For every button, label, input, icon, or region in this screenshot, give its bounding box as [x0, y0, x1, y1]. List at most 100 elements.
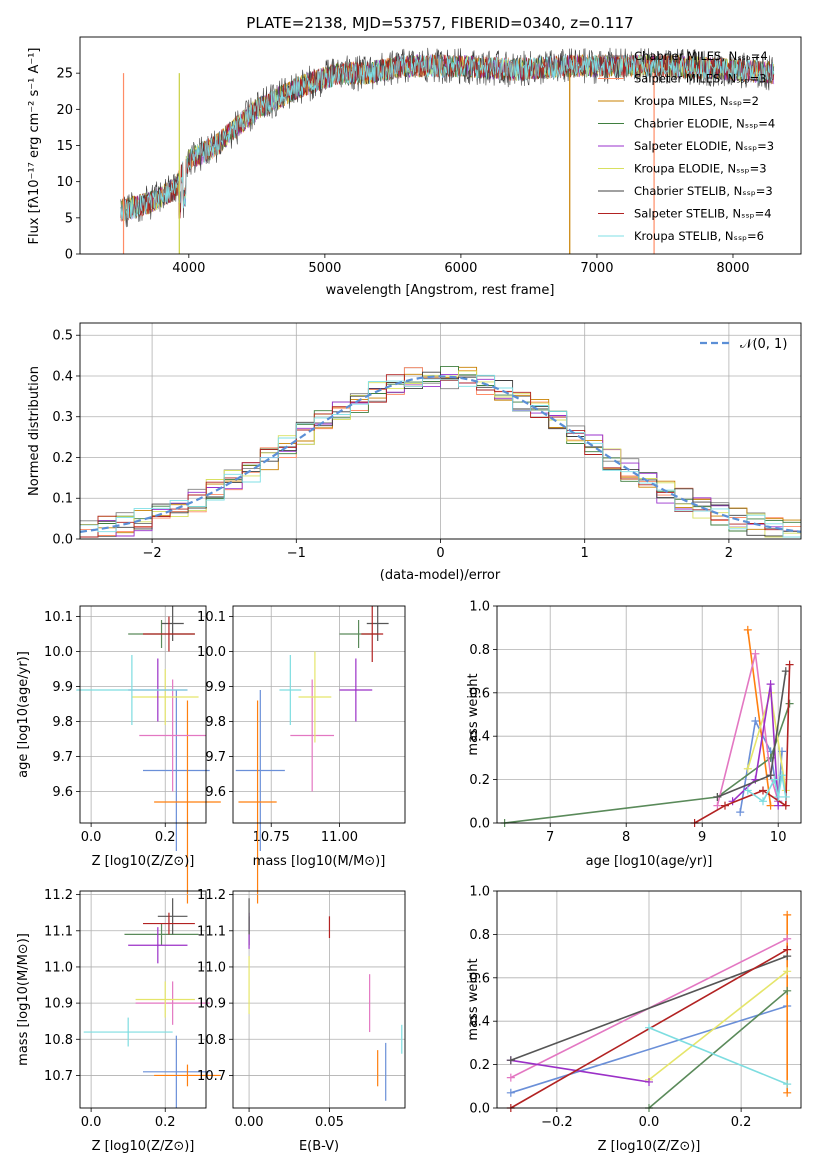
x-tick-label: 0	[436, 546, 444, 561]
weight-marker	[645, 1023, 653, 1032]
y-tick-label: 9.8	[52, 715, 73, 730]
weight-marker	[783, 967, 792, 976]
legend-label: Salpeter MILES, Nₛₛₚ=3	[634, 72, 767, 86]
y-tick-label: 9.9	[52, 680, 73, 695]
y-tick-label: 9.9	[205, 680, 226, 695]
weight-marker	[783, 910, 792, 919]
x-axis-label: mass [log10(M/M⊙)]	[253, 854, 386, 869]
y-tick-label: 0.3	[52, 410, 73, 425]
y-tick-label: 0.2	[469, 1058, 490, 1073]
x-tick-label: 0.0	[81, 830, 102, 845]
legend-label: 𝒩(0, 1)	[740, 337, 787, 352]
x-tick-label: 0.0	[81, 1115, 102, 1130]
weight-series-2	[504, 703, 791, 824]
legend-label: Chabrier ELODIE, Nₛₛₚ=4	[634, 117, 775, 131]
weight-marker	[783, 934, 792, 943]
y-tick-label: 10.9	[197, 997, 226, 1012]
x-tick-label: 4000	[172, 261, 205, 276]
x-tick-label: 0.2	[731, 1115, 752, 1130]
y-tick-label: 11.0	[197, 960, 226, 975]
weight-marker	[751, 717, 760, 726]
weight-series-5	[510, 1059, 650, 1083]
legend-label: Kroupa MILES, Nₛₛₚ=2	[634, 94, 759, 108]
y-tick-label: 0.4	[469, 1015, 490, 1030]
weight-marker	[713, 801, 722, 810]
weight-marker	[778, 771, 786, 780]
weight-marker	[506, 1073, 515, 1082]
mass-vs-ebv-panel: 0.00 0.05 10.7 10.8 10.9 11.0 11.1 11.2 E(B-V)	[197, 888, 406, 1154]
x-axis-label: (data-model)/error	[380, 568, 501, 583]
spectrum-series-6	[120, 47, 775, 228]
y-tick-label: 0.0	[469, 1102, 490, 1117]
x-tick-label: 0.2	[155, 830, 176, 845]
weight-series-4	[648, 970, 788, 1081]
weight-series-3	[716, 653, 779, 806]
spectra	[120, 47, 775, 254]
weight-marker	[781, 792, 790, 801]
weight-marker	[743, 764, 752, 773]
weight-marker	[766, 771, 775, 780]
axes-frame	[496, 890, 802, 1109]
y-tick-label: 10.7	[44, 1069, 73, 1084]
y-tick-label: 11.2	[197, 888, 226, 903]
y-tick-label: 1.0	[469, 600, 490, 615]
y-axis-label: mass weight	[466, 673, 481, 755]
x-tick-label: 11.00	[321, 830, 358, 845]
x-axis-label: Z [log10(Z/Z⊙)]	[598, 1139, 701, 1154]
y-tick-label: 0.1	[52, 492, 73, 507]
weight-marker	[783, 945, 792, 954]
axes-frame	[232, 605, 406, 824]
legend-label: Chabrier MILES, Nₛₛₚ=4	[634, 49, 768, 63]
x-tick-label: 7000	[580, 261, 613, 276]
weight-marker	[783, 1088, 792, 1097]
axes-frame	[79, 890, 207, 1109]
axes-frame	[79, 36, 802, 255]
y-tick-label: 10.0	[197, 645, 226, 660]
x-axis-label: wavelength [Angstrom, rest frame]	[326, 283, 555, 298]
x-tick-label: −1	[287, 546, 306, 561]
y-axis-label: Flux [fλ10⁻¹⁷ erg cm⁻² s⁻¹ A⁻¹]	[27, 48, 42, 245]
weight-marker	[751, 649, 760, 658]
y-tick-label: 10.1	[197, 610, 226, 625]
weight-marker	[743, 625, 752, 634]
weight-marker	[645, 1077, 653, 1086]
y-tick-label: 10.1	[44, 610, 73, 625]
y-tick-label: 10	[56, 175, 73, 190]
y-axis-label: age [log10(age/yr)]	[16, 651, 31, 778]
legend-label: Salpeter STELIB, Nₛₛₚ=4	[634, 207, 772, 221]
weight-series-6	[510, 955, 788, 1062]
weight-series-8	[648, 1026, 788, 1085]
x-tick-label: 0.0	[639, 1115, 660, 1130]
weight-marker	[743, 786, 752, 795]
y-tick-label: 10.9	[44, 997, 73, 1012]
weight-series-8	[747, 775, 787, 803]
y-tick-label: 10.8	[197, 1033, 226, 1048]
weight-marker	[506, 1088, 515, 1097]
y-axis-label: mass [log10(M/M⊙)]	[16, 933, 31, 1066]
y-tick-label: 0.5	[52, 329, 73, 344]
legend-label: Kroupa ELODIE, Nₛₛₚ=3	[634, 162, 767, 176]
weight-marker	[783, 1080, 792, 1089]
weight-marker	[759, 797, 767, 806]
x-tick-label: 0.00	[235, 1115, 264, 1130]
x-axis-label: Z [log10(Z/Z⊙)]	[92, 854, 195, 869]
residual-hist-panel: −2 −1 0 1 2 0.0 0.1 0.2 0.3 0.4 0.5 𝒩(0, 1) (data-mo…	[27, 322, 802, 583]
y-tick-label: 0.8	[469, 643, 490, 658]
x-tick-label: 1	[581, 546, 589, 561]
legend-label: Salpeter ELODIE, Nₛₛₚ=3	[634, 139, 774, 153]
weight-marker	[781, 667, 790, 676]
x-tick-label: −2	[143, 546, 162, 561]
y-axis-label: Normed distribution	[27, 366, 42, 496]
page-title: PLATE=2138, MJD=53757, FIBERID=0340, z=0…	[246, 14, 633, 32]
spectrum-panel: 4000 5000 6000 7000 8000 0 5 10 15 20 25 wavelength…	[27, 36, 802, 298]
spectrum-series-8	[120, 54, 775, 221]
x-tick-label: 10	[770, 830, 787, 845]
y-tick-label: 1.0	[469, 885, 490, 900]
y-tick-label: 0.6	[469, 686, 490, 701]
weight-marker	[766, 680, 775, 689]
x-tick-label: 8000	[716, 261, 749, 276]
weight-marker	[506, 1056, 515, 1065]
y-tick-label: 10.8	[44, 1033, 73, 1048]
axes-frame	[79, 605, 207, 824]
